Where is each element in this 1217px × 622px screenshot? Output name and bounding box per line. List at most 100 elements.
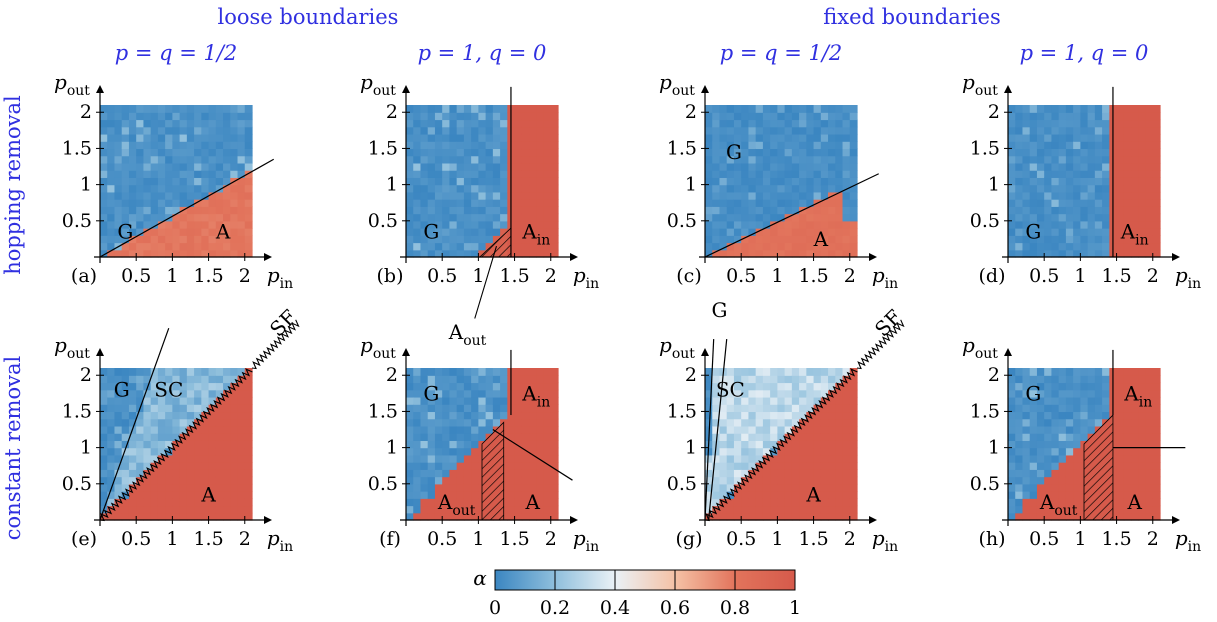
heatmap-cell xyxy=(784,483,793,492)
heatmap-cell xyxy=(500,184,508,193)
heatmap-cell xyxy=(726,454,735,463)
heatmap-cell xyxy=(413,249,422,258)
heatmap-cell xyxy=(791,512,800,521)
heatmap-cell xyxy=(449,404,458,413)
heatmap-cell xyxy=(215,249,224,258)
heatmap-cell xyxy=(1036,440,1045,449)
heatmap-cell xyxy=(762,119,771,128)
heatmap-cell xyxy=(157,447,166,456)
heatmap-cell xyxy=(1022,483,1031,492)
heatmap-cell xyxy=(1131,433,1139,441)
heatmap-cell xyxy=(762,112,771,121)
heatmap-cell xyxy=(485,199,494,207)
heatmap-cell xyxy=(1131,119,1139,128)
heatmap-cell xyxy=(719,418,728,427)
heatmap-cell xyxy=(413,199,422,207)
heatmap-cell xyxy=(1029,425,1038,434)
heatmap-cell xyxy=(471,133,479,142)
heatmap-cell xyxy=(215,177,224,186)
heatmap-cell xyxy=(456,177,465,186)
heatmap-cell xyxy=(543,177,552,186)
heatmap-cell xyxy=(456,249,465,258)
colorbar-tick-label: 0.8 xyxy=(720,597,750,619)
heatmap-cell xyxy=(1138,469,1147,478)
heatmap-cell xyxy=(406,447,414,456)
heatmap-cell xyxy=(1015,155,1024,164)
heatmap-cell xyxy=(471,375,479,384)
heatmap-cell xyxy=(223,469,231,478)
heatmap-cell xyxy=(208,220,217,229)
heatmap-cell xyxy=(1123,447,1132,456)
heatmap-cell xyxy=(806,440,815,449)
heatmap-cell xyxy=(244,425,253,434)
heatmap-cell xyxy=(755,199,764,207)
heatmap-cell xyxy=(820,382,829,391)
heatmap-cell xyxy=(172,425,181,434)
heatmap-cell xyxy=(1087,418,1096,427)
heatmap-cell xyxy=(1015,141,1024,150)
heatmap-cell xyxy=(157,418,166,427)
heatmap-cell xyxy=(150,184,159,193)
heatmap-cell xyxy=(463,491,472,499)
heatmap-cell xyxy=(705,235,713,244)
heatmap-cell xyxy=(784,155,793,164)
heatmap-cell xyxy=(237,512,246,521)
heatmap-cell xyxy=(529,184,537,193)
heatmap-cell xyxy=(791,505,800,514)
heatmap-cell xyxy=(201,148,210,157)
heatmap-cell xyxy=(1087,170,1096,178)
heatmap-cell xyxy=(1073,447,1081,456)
heatmap-cell xyxy=(485,411,494,420)
heatmap-cell xyxy=(799,162,807,171)
heatmap-cell xyxy=(719,483,728,492)
heatmap-cell xyxy=(719,476,728,485)
heatmap-cell xyxy=(208,389,217,398)
heatmap-cell xyxy=(172,133,181,142)
heatmap-cell xyxy=(705,418,713,427)
heatmap-cell xyxy=(165,483,173,492)
heatmap-cell xyxy=(442,396,451,405)
heatmap-cell xyxy=(835,249,844,258)
heatmap-cell xyxy=(719,440,728,449)
heatmap-cell xyxy=(1065,375,1074,384)
heatmap-cell xyxy=(244,220,253,229)
heatmap-cell xyxy=(442,220,451,229)
heatmap-cell xyxy=(1123,126,1132,135)
heatmap-cell xyxy=(806,396,815,405)
heatmap-cell xyxy=(244,235,253,244)
heatmap-cell xyxy=(1123,184,1132,193)
heatmap-cell xyxy=(143,141,152,150)
heatmap-cell xyxy=(449,213,458,222)
heatmap-cell xyxy=(1145,382,1154,391)
heatmap-cell xyxy=(449,220,458,229)
heatmap-cell xyxy=(1102,112,1110,121)
heatmap-cell xyxy=(237,404,246,413)
heatmap-cell xyxy=(478,133,487,142)
heatmap-cell xyxy=(165,469,173,478)
heatmap-cell xyxy=(1138,425,1147,434)
heatmap-cell xyxy=(420,112,429,121)
heatmap-cell xyxy=(427,199,436,207)
heatmap-cell xyxy=(521,170,530,178)
heatmap-cell xyxy=(434,220,443,229)
heatmap-cell xyxy=(456,491,465,499)
heatmap-cell xyxy=(1015,469,1024,478)
heatmap-cell xyxy=(799,368,807,376)
heatmap-cell xyxy=(712,112,721,121)
heatmap-cell xyxy=(406,418,414,427)
heatmap-cell xyxy=(543,235,552,244)
heatmap-cell xyxy=(1065,505,1074,514)
heatmap-cell xyxy=(1145,512,1154,521)
heatmap-cell xyxy=(150,177,159,186)
heatmap-cell xyxy=(420,235,429,244)
heatmap-cell xyxy=(100,184,108,193)
heatmap-cell xyxy=(165,447,173,456)
heatmap-cell xyxy=(849,112,858,121)
heatmap-cell xyxy=(791,404,800,413)
heatmap-cell xyxy=(1029,155,1038,164)
heatmap-cell xyxy=(463,433,472,441)
heatmap-cell xyxy=(726,228,735,236)
heatmap-cell xyxy=(492,112,501,121)
heatmap-cell xyxy=(107,112,116,121)
heatmap-cell xyxy=(1058,191,1067,200)
